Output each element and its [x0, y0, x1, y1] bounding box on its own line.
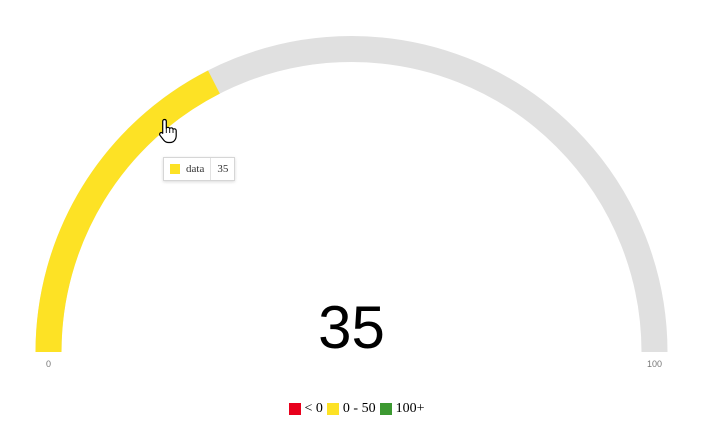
- legend-swatch: [379, 403, 392, 415]
- legend-swatch: [288, 403, 301, 415]
- tooltip-value: 35: [217, 163, 229, 175]
- gauge-min-label: 0: [46, 359, 51, 369]
- legend-item-below-zero[interactable]: < 0: [288, 401, 323, 417]
- hand-pointer-icon: [159, 118, 177, 144]
- gauge-value-label: 35: [318, 294, 385, 361]
- tooltip: data 35: [163, 157, 236, 181]
- legend-label: < 0: [304, 401, 323, 416]
- legend-item-hundred-plus[interactable]: 100+: [379, 401, 425, 417]
- legend: < 0 0 - 50 100+: [0, 401, 717, 417]
- tooltip-series: data: [164, 158, 212, 180]
- gauge-value-arc[interactable]: [35, 70, 220, 353]
- gauge-max-label: 100: [647, 359, 662, 369]
- tooltip-swatch: [170, 164, 180, 174]
- tooltip-series-name: data: [186, 163, 205, 175]
- legend-item-zero-to-fifty[interactable]: 0 - 50: [326, 401, 376, 417]
- legend-label: 100+: [395, 401, 425, 416]
- legend-label: 0 - 50: [342, 401, 376, 416]
- legend-swatch: [326, 403, 339, 415]
